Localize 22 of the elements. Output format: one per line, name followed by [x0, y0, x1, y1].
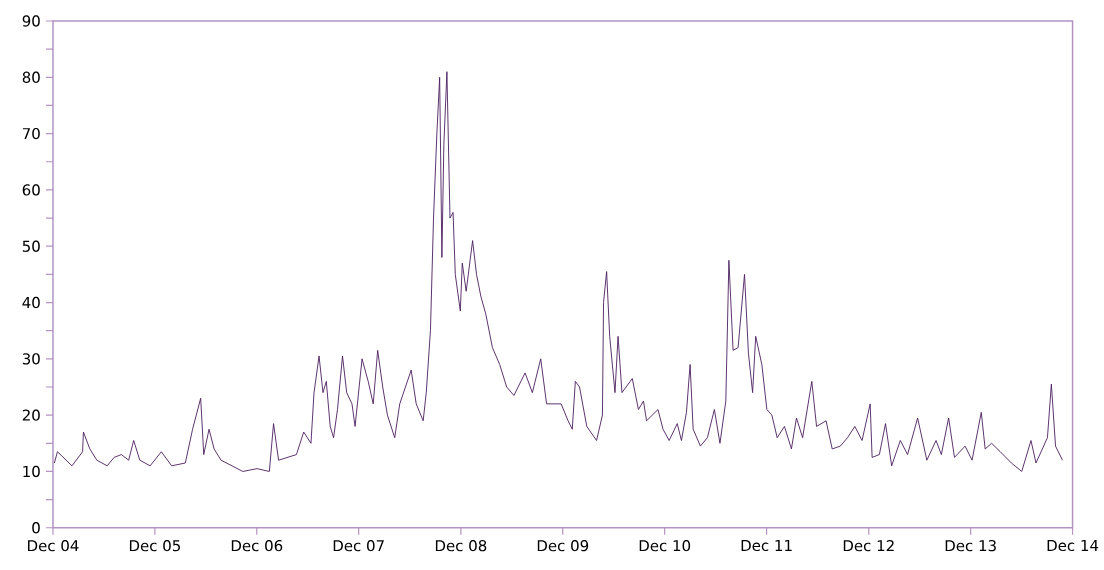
y-tick-label: 90 — [22, 15, 40, 27]
y-tick-label: 80 — [22, 71, 40, 84]
x-tick-label: Dec 04 — [28, 540, 79, 552]
y-tick-label: 30 — [22, 353, 40, 365]
y-tick-label: 50 — [22, 240, 40, 253]
x-tick-label: Dec 14 — [1047, 540, 1099, 552]
x-tick-label: Dec 12 — [843, 540, 894, 552]
line-series — [53, 71, 1063, 473]
y-tick-label: 40 — [22, 296, 40, 309]
y-tick-label: 0 — [32, 522, 40, 534]
x-tick-label: Dec 13 — [945, 540, 996, 552]
y-tick-label: 60 — [22, 184, 40, 196]
x-tick-label: Dec 05 — [129, 540, 180, 552]
y-tick-label: 10 — [23, 465, 40, 478]
x-tick-label: Dec 11 — [741, 540, 792, 552]
x-tick-label: Dec 06 — [231, 540, 283, 552]
x-tick-label: Dec 07 — [333, 540, 384, 552]
x-tick-label: Dec 10 — [639, 540, 691, 552]
y-tick-label: 70 — [22, 128, 40, 140]
x-tick-label: Dec 08 — [435, 540, 487, 552]
y-tick-label: 20 — [22, 409, 40, 421]
x-tick-label: Dec 09 — [537, 540, 589, 552]
